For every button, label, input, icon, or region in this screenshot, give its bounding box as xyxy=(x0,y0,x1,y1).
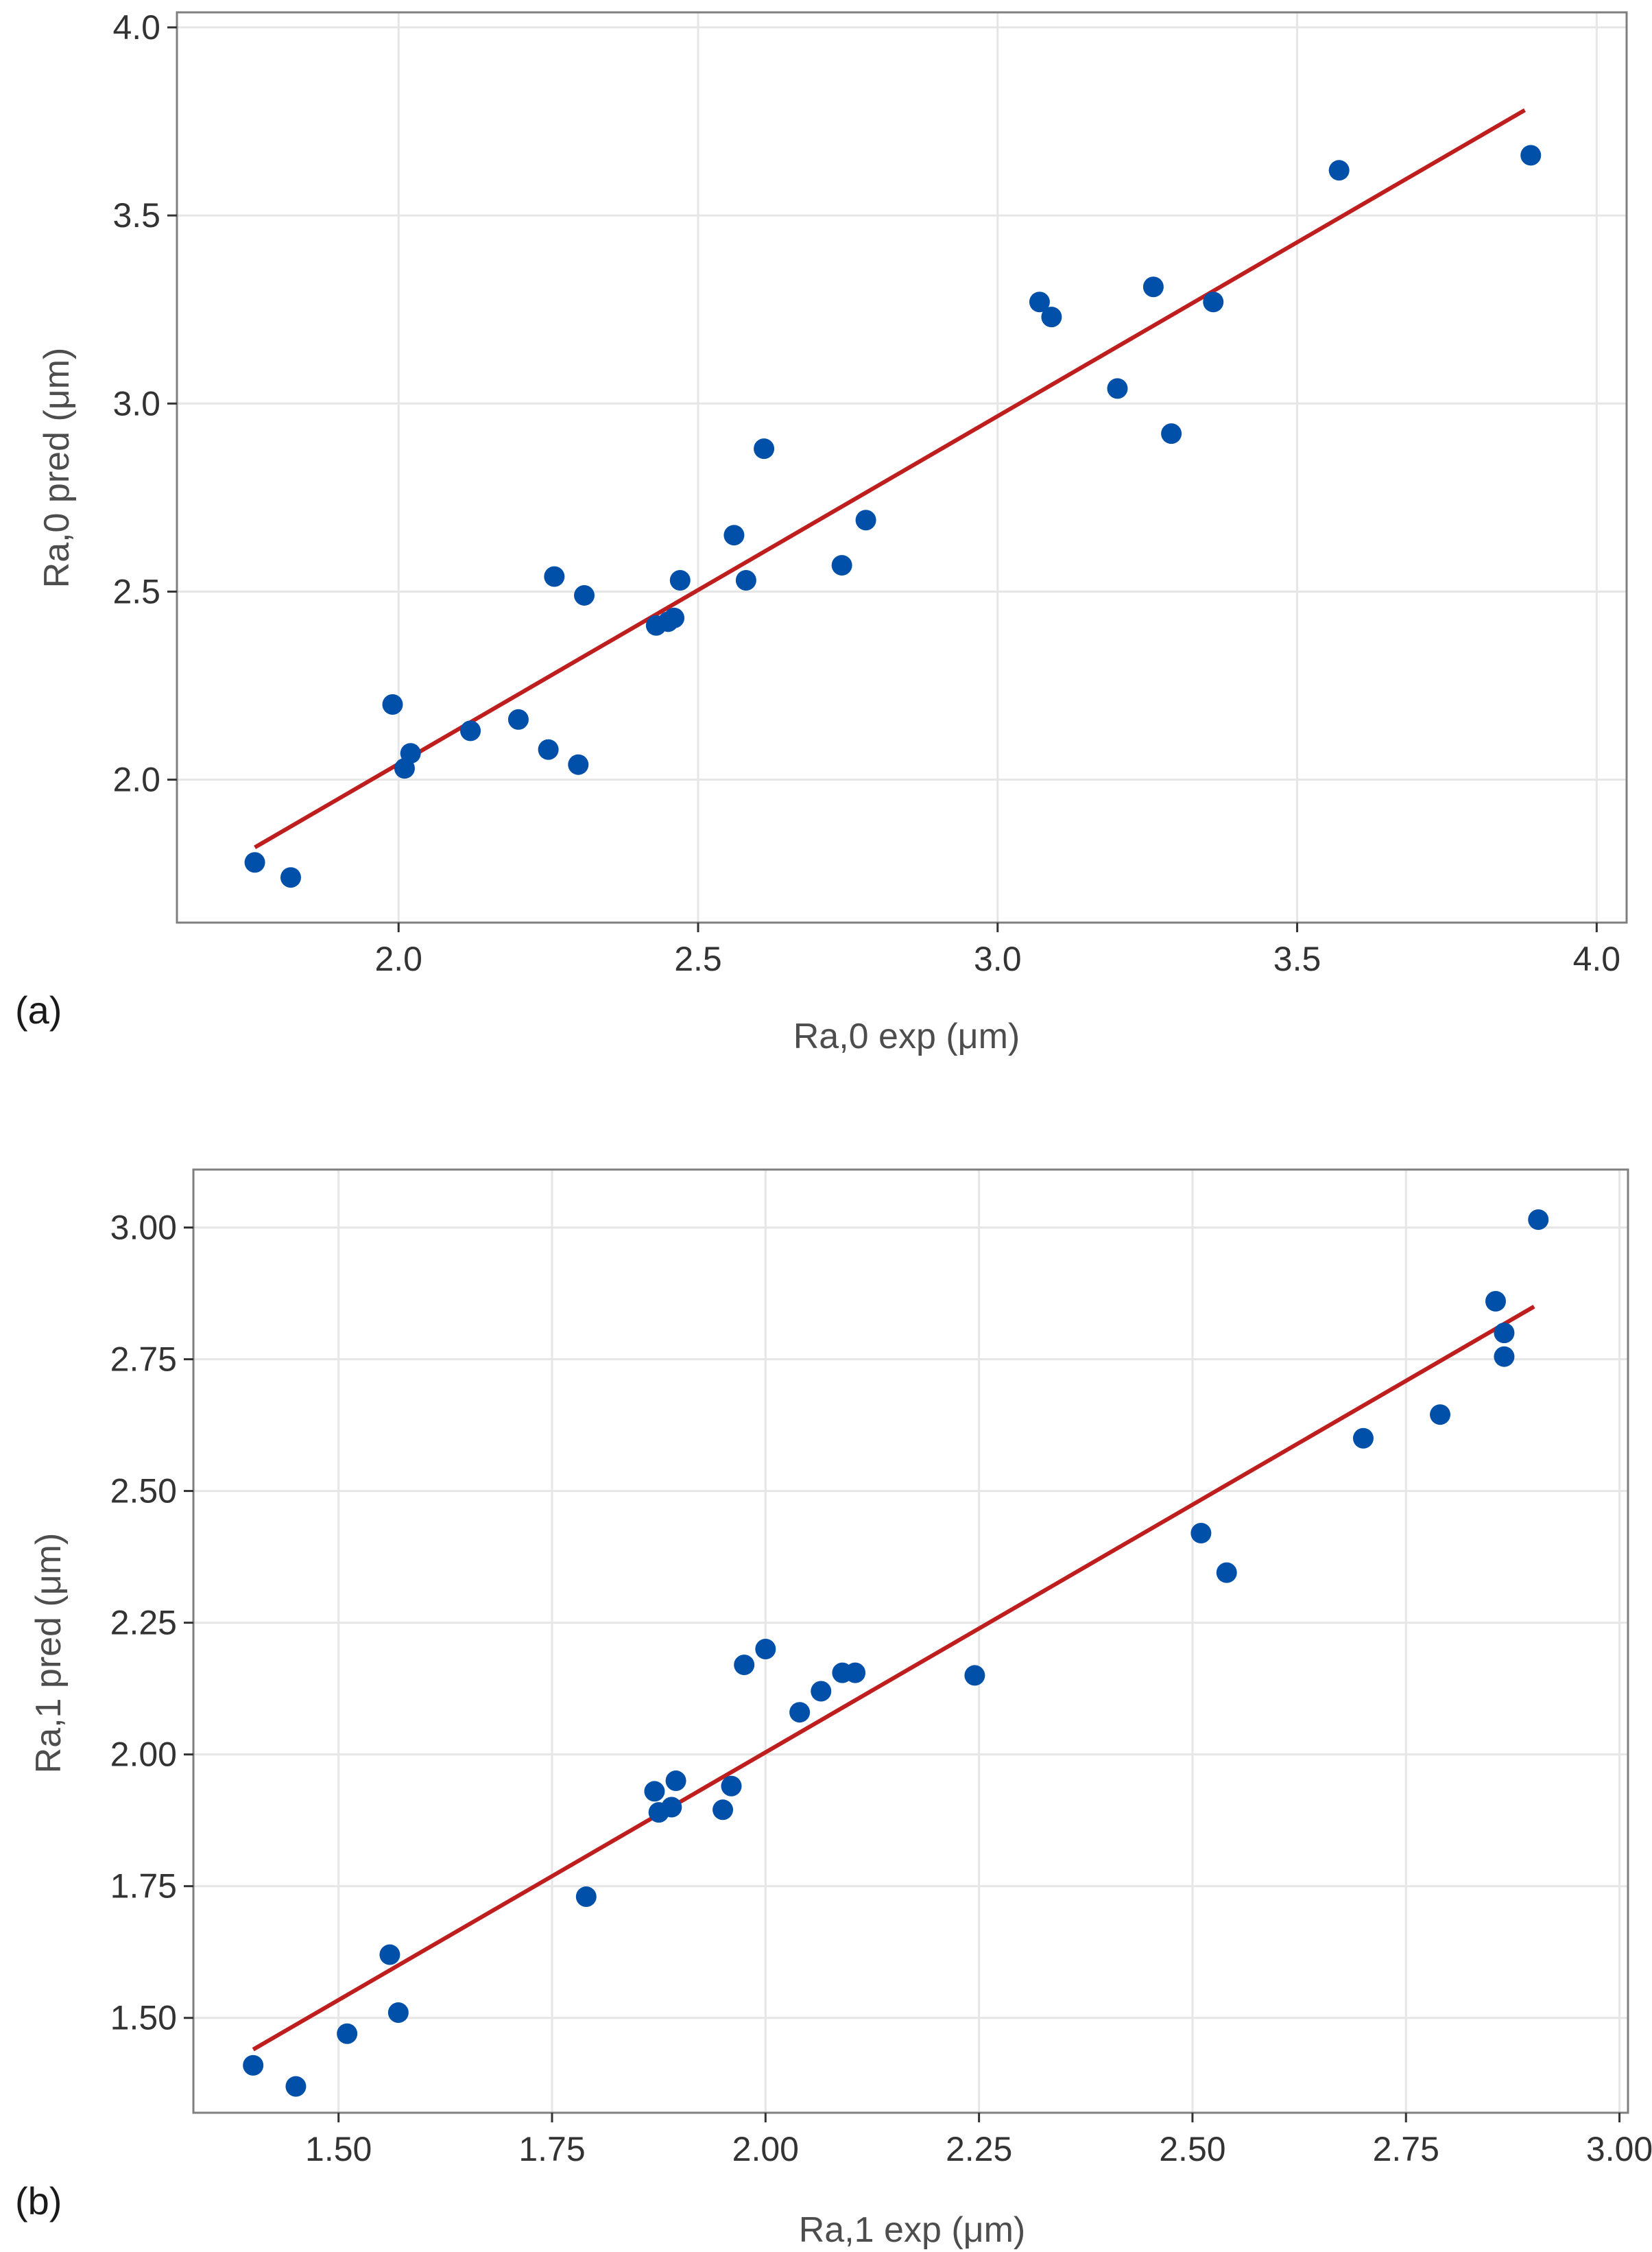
data-point xyxy=(644,1781,665,1802)
data-point xyxy=(1528,1209,1549,1230)
x-tick-label: 2.25 xyxy=(946,2130,1012,2168)
fit-line-layer xyxy=(252,1305,1535,2052)
data-point xyxy=(544,566,565,587)
data-point xyxy=(1041,307,1062,328)
y-tick-label: 1.75 xyxy=(110,1867,177,1906)
x-tick-label: 3.5 xyxy=(1273,940,1321,978)
y-axis-label: Ra,1 pred (μm) xyxy=(29,1533,69,1774)
data-point xyxy=(387,2002,409,2024)
y-tick-label: 3.5 xyxy=(112,196,160,235)
x-tick-label: 2.75 xyxy=(1373,2130,1439,2168)
x-tick-label: 2.50 xyxy=(1159,2130,1225,2168)
data-point xyxy=(379,1944,400,1965)
data-point xyxy=(1494,1346,1515,1367)
data-point xyxy=(723,525,745,546)
data-point xyxy=(1161,423,1182,445)
scatter-panel-b: 1.50 1.75 2.00 2.25 2.50 2.75 3.00 1.50 1.75 2.00… xyxy=(15,1168,1652,2250)
y-tick-label: 3.00 xyxy=(110,1208,177,1246)
data-point xyxy=(575,1886,597,1908)
data-point xyxy=(574,584,595,606)
data-point xyxy=(1107,378,1128,399)
point-layer xyxy=(244,145,1542,888)
x-tick-label: 2.5 xyxy=(674,940,722,978)
data-point xyxy=(460,720,481,742)
data-point xyxy=(1190,1523,1212,1544)
x-tick-label: 1.75 xyxy=(518,2130,585,2168)
y-tick-label: 2.00 xyxy=(110,1735,177,1774)
x-tick-label: 4.0 xyxy=(1573,940,1621,978)
data-point xyxy=(337,2023,358,2044)
data-point xyxy=(664,607,685,628)
data-point xyxy=(568,754,589,775)
y-tick-label: 2.5 xyxy=(112,572,160,611)
data-point xyxy=(789,1702,811,1723)
data-point xyxy=(1328,160,1350,181)
x-tick-label: 3.00 xyxy=(1586,2130,1652,2168)
y-tick-label: 2.25 xyxy=(110,1604,177,1642)
tick-layer: 1.50 1.75 2.00 2.25 2.50 2.75 3.00 1.50 1.75 2.00… xyxy=(110,1208,1652,2168)
data-point xyxy=(1142,276,1164,298)
data-point xyxy=(811,1681,832,1702)
data-point xyxy=(1203,292,1224,313)
x-axis-label: Ra,0 exp (μm) xyxy=(793,1017,1020,1056)
data-point xyxy=(1494,1323,1515,1344)
data-point xyxy=(1485,1291,1506,1312)
panel-label: (a) xyxy=(15,988,62,1032)
data-point xyxy=(1430,1404,1451,1425)
data-point xyxy=(661,1797,682,1818)
data-point xyxy=(721,1775,742,1797)
data-point xyxy=(713,1799,734,1821)
data-point xyxy=(1029,292,1050,313)
x-tick-label: 2.00 xyxy=(732,2130,799,2168)
data-point xyxy=(285,2076,307,2097)
y-tick-label: 1.50 xyxy=(110,1999,177,2037)
data-point xyxy=(831,555,852,576)
plot-frame xyxy=(176,11,1628,924)
data-point xyxy=(1352,1427,1374,1449)
data-point xyxy=(243,2054,264,2076)
tick-layer: 2.0 2.5 3.0 3.5 4.0 2.0 2.5 3.0 3.5 4.0 xyxy=(112,8,1620,978)
fit-line xyxy=(252,1305,1535,2052)
data-point xyxy=(665,1770,686,1792)
y-tick-label: 2.75 xyxy=(110,1340,177,1379)
grid-layer xyxy=(193,1170,1628,2113)
data-point xyxy=(754,438,775,460)
data-point xyxy=(538,739,559,760)
plot-frame xyxy=(192,1168,1629,2114)
data-point xyxy=(735,570,756,591)
grid-layer xyxy=(177,12,1627,923)
panel-label: (b) xyxy=(15,2179,62,2223)
x-tick-label: 3.0 xyxy=(974,940,1022,978)
data-point xyxy=(734,1655,755,1676)
data-point xyxy=(964,1665,985,1686)
data-point xyxy=(1216,1562,1237,1583)
y-axis-label: Ra,0 pred (μm) xyxy=(37,348,77,589)
data-point xyxy=(400,743,421,764)
data-point xyxy=(855,510,876,531)
point-layer xyxy=(243,1209,1549,2097)
data-point xyxy=(669,570,691,591)
scatter-panel-a: 2.0 2.5 3.0 3.5 4.0 2.0 2.5 3.0 3.5 4.0 Ra,0 exp … xyxy=(15,8,1628,1056)
data-point xyxy=(382,694,403,715)
data-point xyxy=(845,1662,866,1683)
data-point xyxy=(507,709,529,730)
y-tick-label: 2.50 xyxy=(110,1472,177,1510)
data-point xyxy=(244,852,265,873)
data-point xyxy=(280,867,301,888)
x-axis-label: Ra,1 exp (μm) xyxy=(799,2210,1025,2250)
data-point xyxy=(755,1639,776,1660)
y-tick-label: 4.0 xyxy=(112,8,160,47)
x-tick-label: 2.0 xyxy=(374,940,422,978)
data-point xyxy=(1520,145,1542,166)
y-tick-label: 3.0 xyxy=(112,384,160,423)
x-tick-label: 1.50 xyxy=(305,2130,372,2168)
y-tick-label: 2.0 xyxy=(112,761,160,799)
